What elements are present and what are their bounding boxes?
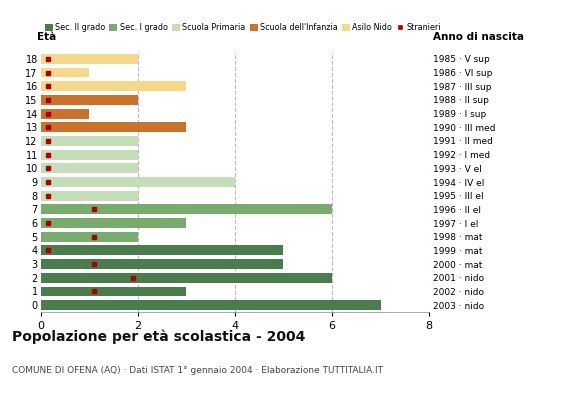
Bar: [41, 204, 332, 214]
Legend: Sec. II grado, Sec. I grado, Scuola Primaria, Scuola dell'Infanzia, Asilo Nido, : Sec. II grado, Sec. I grado, Scuola Prim…: [45, 23, 441, 32]
Bar: [41, 273, 332, 283]
Bar: [41, 68, 89, 78]
Bar: [41, 81, 186, 91]
Bar: [41, 191, 138, 201]
Text: Età: Età: [37, 32, 56, 42]
Bar: [41, 163, 138, 173]
Text: Anno di nascita: Anno di nascita: [433, 32, 524, 42]
Text: COMUNE DI OFENA (AQ) · Dati ISTAT 1° gennaio 2004 · Elaborazione TUTTITALIA.IT: COMUNE DI OFENA (AQ) · Dati ISTAT 1° gen…: [12, 366, 383, 375]
Bar: [41, 300, 380, 310]
Bar: [41, 136, 138, 146]
Text: Popolazione per età scolastica - 2004: Popolazione per età scolastica - 2004: [12, 330, 305, 344]
Bar: [41, 259, 284, 269]
Bar: [41, 109, 89, 118]
Bar: [41, 218, 186, 228]
Bar: [41, 286, 186, 296]
Bar: [41, 122, 186, 132]
Bar: [41, 54, 138, 64]
Bar: [41, 177, 235, 187]
Bar: [41, 150, 138, 160]
Bar: [41, 95, 138, 105]
Bar: [41, 232, 138, 242]
Bar: [41, 246, 284, 255]
